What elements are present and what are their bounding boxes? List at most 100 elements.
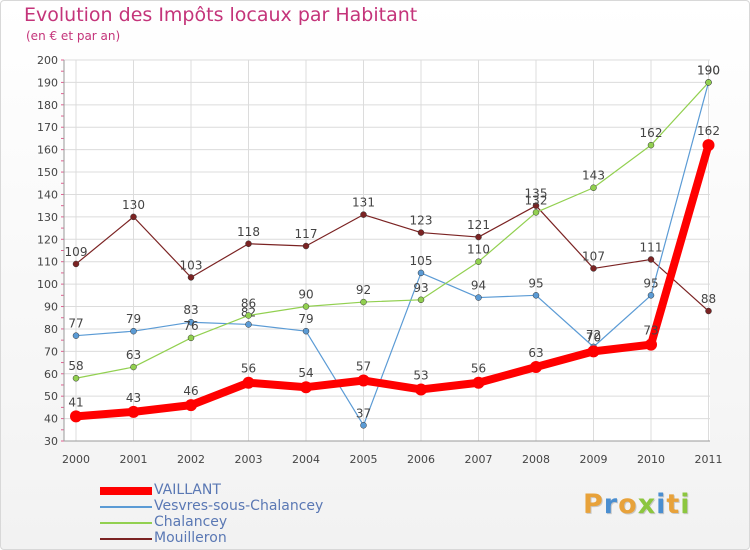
series-line-vesvres-sous-chalancey (75, 81, 710, 426)
data-point-mouilleron (245, 240, 252, 248)
y-tick-label: 30 (44, 435, 58, 448)
data-label-chalancey: 86 (241, 296, 256, 310)
y-tick-label: 70 (44, 345, 58, 358)
y-tick-label: 40 (44, 413, 58, 426)
data-point-chalancey (475, 258, 482, 265)
data-point-mouilleron (475, 233, 482, 241)
data-label-vaillant: 56 (471, 362, 486, 376)
legend-item-mouilleron[interactable]: Mouilleron (100, 530, 400, 547)
data-label-chalancey: 76 (183, 319, 198, 333)
y-tick-label: 120 (37, 233, 58, 246)
y-tick-label: 180 (37, 99, 58, 112)
x-tick-label: 2000 (62, 453, 90, 466)
y-tick-label: 160 (37, 144, 58, 157)
y-tick-label: 170 (37, 121, 58, 134)
data-point-vesvres-sous-chalancey (72, 332, 80, 339)
data-point-mouilleron (302, 242, 310, 250)
data-point-mouilleron (705, 307, 712, 315)
y-tick-label: 100 (37, 278, 58, 291)
y-tick-label: 140 (37, 188, 58, 201)
data-point-mouilleron (417, 229, 425, 236)
data-label-chalancey: 92 (356, 283, 371, 297)
data-label-vesvres-sous-chalancey: 79 (298, 312, 313, 326)
data-point-vesvres-sous-chalancey (475, 294, 482, 301)
data-label-vesvres-sous-chalancey: 95 (643, 276, 658, 290)
data-label-vaillant: 56 (241, 362, 256, 376)
data-label-chalancey: 143 (582, 169, 605, 183)
x-tick-label: 2009 (580, 453, 608, 466)
logo-letter: i (656, 489, 667, 520)
data-label-mouilleron: 121 (467, 218, 490, 232)
data-point-vaillant (645, 338, 657, 351)
data-point-chalancey (187, 334, 195, 342)
data-point-mouilleron (360, 211, 367, 218)
data-point-mouilleron (590, 265, 597, 272)
logo-letter: P (583, 489, 604, 520)
data-label-vaillant: 57 (356, 359, 371, 373)
data-label-mouilleron: 117 (295, 227, 318, 241)
data-point-chalancey (590, 184, 597, 191)
data-label-mouilleron: 109 (65, 245, 88, 259)
logo-letter: t (666, 489, 681, 520)
data-point-chalancey (245, 312, 252, 319)
x-tick-label: 2010 (637, 453, 665, 466)
data-label-vesvres-sous-chalancey: 77 (68, 317, 83, 331)
y-tick-label: 130 (37, 211, 58, 224)
x-tick-label: 2005 (350, 453, 378, 466)
data-label-chalancey: 93 (413, 281, 428, 295)
data-label-chalancey: 90 (298, 288, 313, 302)
data-label-vesvres-sous-chalancey: 105 (410, 254, 433, 268)
data-label-chalancey: 110 (467, 243, 490, 257)
data-point-vesvres-sous-chalancey (245, 321, 252, 328)
data-point-vesvres-sous-chalancey (302, 327, 310, 335)
data-point-chalancey (647, 141, 655, 149)
x-tick-label: 2003 (235, 453, 263, 466)
data-point-vaillant (357, 374, 370, 387)
plot-area (64, 60, 710, 441)
data-label-vaillant: 46 (183, 384, 198, 398)
data-label-vaillant: 41 (68, 395, 83, 409)
data-point-vaillant (70, 410, 82, 423)
data-label-vaillant: 43 (126, 391, 141, 405)
x-tick-label: 2001 (120, 453, 148, 466)
data-label-chalancey: 58 (68, 359, 83, 373)
x-tick-label: 2002 (177, 453, 205, 466)
y-tick-label: 150 (37, 166, 58, 179)
legend-label-vaillant: VAILLANT (154, 482, 221, 498)
data-label-vaillant: 53 (413, 368, 428, 382)
legend-label-chalancey: Chalancey (154, 514, 228, 530)
data-label-vaillant: 70 (586, 330, 601, 344)
data-label-mouilleron: 107 (582, 249, 605, 263)
data-point-chalancey (417, 296, 425, 304)
data-point-chalancey (130, 363, 137, 371)
data-point-vesvres-sous-chalancey (532, 292, 540, 299)
legend: VAILLANT Vesvres-sous-Chalancey Chalance… (100, 482, 400, 547)
data-point-vaillant (415, 383, 427, 396)
legend-item-vaillant[interactable]: VAILLANT (100, 482, 400, 499)
data-label-mouilleron: 103 (180, 258, 203, 272)
x-tick-label: 2006 (407, 453, 435, 466)
y-tick-label: 190 (37, 76, 58, 89)
legend-item-vesvres[interactable]: Vesvres-sous-Chalancey (100, 498, 400, 515)
data-label-vesvres-sous-chalancey: 37 (356, 406, 371, 420)
data-label-mouilleron: 135 (525, 187, 548, 201)
data-label-mouilleron: 130 (122, 198, 145, 212)
data-point-mouilleron (647, 256, 655, 263)
y-tick-label: 90 (44, 301, 58, 314)
data-label-vesvres-sous-chalancey: 190 (697, 63, 720, 77)
data-point-vesvres-sous-chalancey (360, 422, 367, 429)
chart-title: Evolution des Impôts locaux par Habitant (24, 4, 418, 26)
legend-label-vesvres: Vesvres-sous-Chalancey (154, 498, 324, 514)
series-line-mouilleron (75, 205, 710, 312)
data-label-mouilleron: 131 (352, 196, 375, 210)
data-label-vesvres-sous-chalancey: 83 (183, 303, 198, 317)
data-point-mouilleron (72, 260, 80, 268)
data-point-vaillant (530, 361, 542, 374)
data-label-vesvres-sous-chalancey: 79 (126, 312, 141, 326)
y-tick-label: 50 (44, 390, 58, 403)
data-label-vaillant: 162 (697, 124, 720, 138)
legend-item-chalancey[interactable]: Chalancey (100, 514, 400, 531)
data-label-vesvres-sous-chalancey: 95 (528, 276, 543, 290)
data-label-vaillant: 54 (298, 366, 313, 380)
